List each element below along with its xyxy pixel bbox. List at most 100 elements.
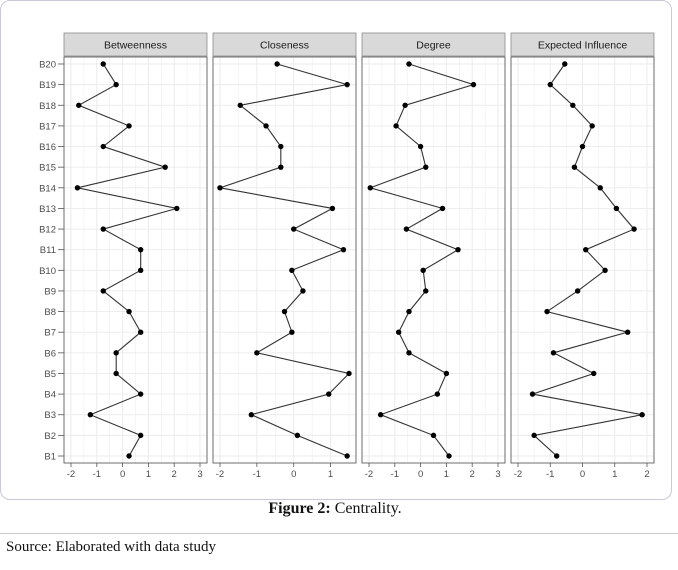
x-tick-label: 0: [120, 469, 125, 480]
y-tick-label-b4: B4: [44, 390, 56, 401]
y-tick-label-b18: B18: [39, 101, 56, 112]
y-tick-label-b16: B16: [39, 142, 56, 153]
data-point-closeness-b8: [281, 308, 288, 315]
data-point-betweenness-b15: [162, 164, 168, 170]
data-point-degree-b8: [406, 308, 412, 315]
data-point-degree-b20: [406, 61, 412, 67]
x-tick-label: -1: [546, 469, 554, 480]
data-point-closeness-b4: [326, 391, 332, 397]
data-point-closeness-b19: [344, 81, 350, 88]
x-tick-label: -2: [365, 469, 373, 480]
data-point-betweenness-b12: [100, 226, 106, 232]
data-point-betweenness-b17: [126, 123, 132, 129]
series-line-closeness: [217, 63, 351, 457]
data-point-degree-b18: [402, 102, 408, 108]
series-line-degree: [368, 63, 476, 457]
data-point-closeness-b1: [344, 453, 350, 459]
x-tick-label: 0: [580, 469, 585, 480]
figure-caption: Figure 2: Centrality.: [0, 500, 670, 518]
caption-text: Centrality.: [330, 500, 402, 517]
y-tick-label-b3: B3: [44, 410, 56, 421]
data-point-expected-influence-b7: [624, 329, 631, 335]
facet-title-closeness: Closeness: [260, 40, 309, 52]
facet-strip-degree: [361, 32, 506, 57]
data-point-closeness-b3: [248, 412, 255, 418]
y-tick-label-b13: B13: [39, 204, 56, 215]
data-point-betweenness-b10: [137, 267, 144, 274]
data-point-expected-influence-b20: [562, 61, 568, 67]
y-tick-label-b11: B11: [40, 245, 56, 256]
data-point-betweenness-b16: [100, 143, 106, 150]
data-point-betweenness-b19: [113, 81, 119, 88]
data-point-expected-influence-b9: [574, 288, 581, 294]
data-point-betweenness-b7: [137, 329, 144, 335]
data-point-degree-b17: [393, 123, 399, 129]
x-tick-label: 0: [291, 469, 296, 480]
x-tick-label: -2: [514, 469, 522, 480]
y-tick-label-b17: B17: [39, 121, 56, 132]
data-point-betweenness-b5: [113, 370, 119, 377]
data-point-expected-influence-b5: [591, 370, 597, 377]
data-point-degree-b4: [434, 391, 441, 397]
x-tick-label: -2: [216, 469, 224, 480]
data-point-expected-influence-b3: [639, 412, 645, 418]
data-point-degree-b5: [443, 370, 450, 377]
facet-title-betweenness: Betweenness: [104, 40, 167, 52]
data-point-betweenness-b2: [137, 432, 144, 439]
data-point-betweenness-b6: [113, 350, 119, 356]
data-point-degree-b12: [403, 226, 410, 232]
facet-title-degree: Degree: [416, 40, 451, 52]
series-line-expected-influence: [530, 63, 643, 457]
data-point-closeness-b6: [254, 350, 260, 356]
y-tick-label-b7: B7: [44, 328, 56, 339]
y-tick-label-b14: B14: [39, 183, 56, 194]
data-point-betweenness-b11: [137, 246, 144, 253]
data-point-degree-b13: [439, 205, 446, 212]
y-tick-label-b9: B9: [44, 286, 56, 297]
data-point-expected-influence-b4: [529, 391, 536, 397]
data-point-closeness-b12: [291, 226, 297, 232]
y-tick-label-b20: B20: [39, 60, 56, 71]
y-tick-label-b19: B19: [39, 80, 56, 91]
data-point-expected-influence-b18: [570, 102, 576, 108]
data-point-expected-influence-b13: [613, 205, 620, 212]
series-line-betweenness: [77, 63, 177, 457]
data-point-closeness-b17: [263, 123, 269, 129]
panel-border-betweenness: [63, 56, 208, 464]
facet-title-expected-influence: Expected Influence: [538, 40, 627, 52]
data-point-degree-b15: [423, 164, 429, 170]
data-point-betweenness-b13: [174, 205, 180, 212]
y-tick-label-b1: B1: [44, 452, 56, 463]
source-note: Source: Elaborated with data study: [6, 539, 216, 555]
data-point-degree-b2: [430, 432, 437, 439]
data-point-closeness-b14: [217, 185, 223, 191]
data-point-closeness-b11: [340, 246, 347, 253]
data-point-degree-b14: [367, 185, 373, 191]
data-point-degree-b16: [417, 143, 424, 150]
data-point-betweenness-b3: [87, 412, 94, 418]
y-tick-label-b12: B12: [39, 225, 56, 236]
panel-background-closeness: [213, 57, 356, 463]
x-tick-label: -1: [253, 469, 261, 480]
x-tick-label: 0: [418, 469, 423, 480]
x-tick-label: 1: [146, 469, 151, 480]
x-tick-label: 2: [172, 469, 177, 480]
data-point-closeness-b20: [274, 61, 280, 67]
data-point-expected-influence-b15: [571, 164, 578, 170]
footer-divider: [0, 533, 678, 534]
data-point-expected-influence-b11: [583, 246, 589, 253]
data-point-degree-b11: [455, 246, 461, 253]
data-point-betweenness-b8: [126, 308, 132, 315]
data-point-expected-influence-b1: [554, 453, 560, 459]
x-tick-label: -1: [391, 469, 399, 480]
centrality-chart: B20B19B18B17B16B15B14B13B12B11B10B9B8B7B…: [39, 32, 655, 480]
data-point-betweenness-b9: [100, 288, 106, 294]
data-point-expected-influence-b19: [547, 81, 553, 88]
y-tick-label-b6: B6: [44, 348, 56, 359]
data-point-expected-influence-b8: [544, 308, 550, 315]
data-point-degree-b6: [406, 350, 412, 356]
data-point-expected-influence-b10: [602, 267, 608, 274]
data-point-closeness-b15: [278, 164, 284, 170]
x-tick-label: -2: [67, 469, 75, 480]
data-point-closeness-b10: [289, 267, 295, 274]
